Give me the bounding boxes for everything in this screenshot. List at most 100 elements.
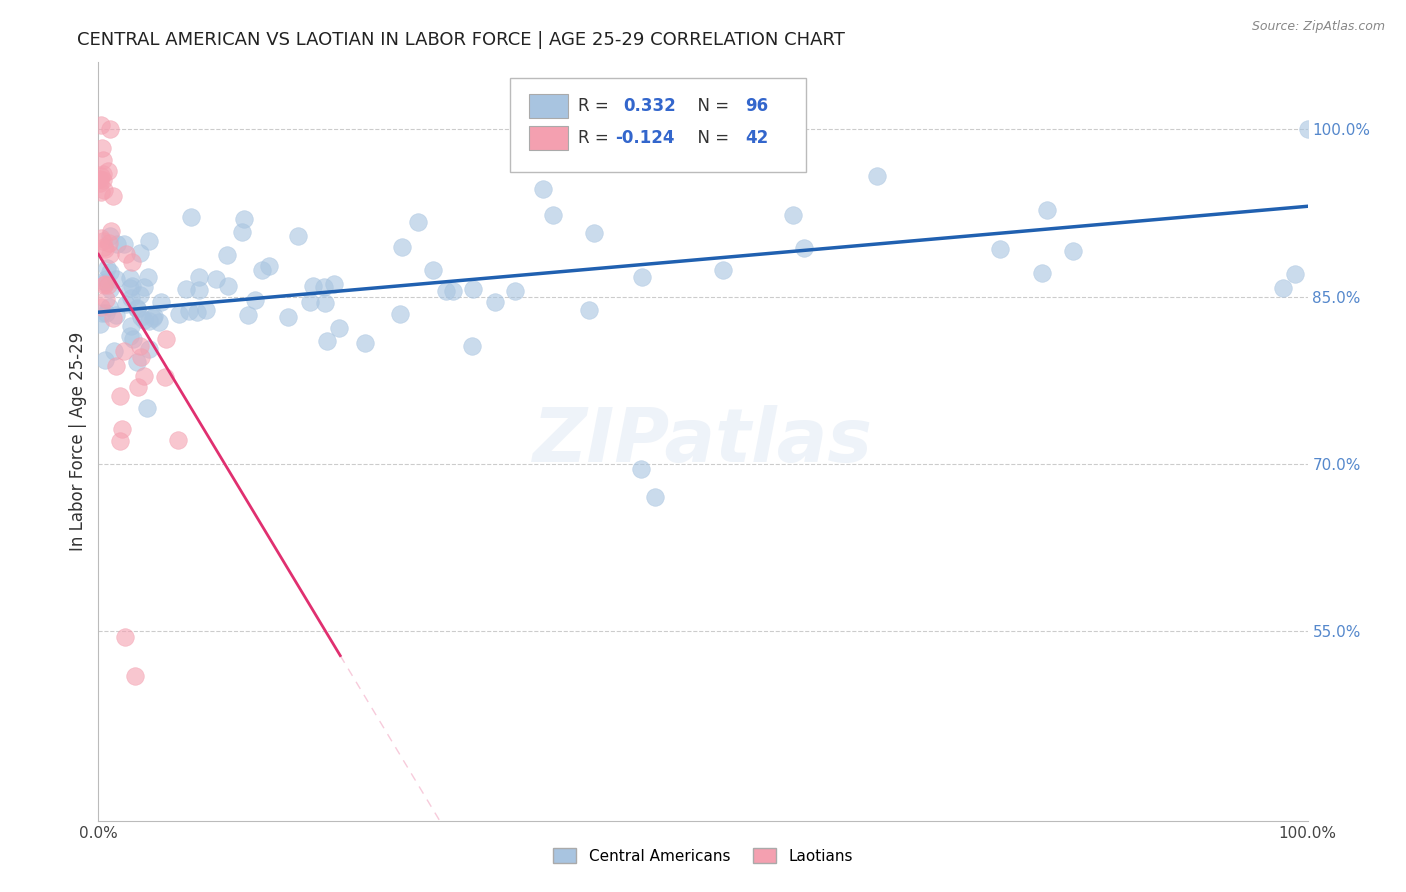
Point bbox=[408, 215, 430, 229]
Point bbox=[1036, 202, 1059, 217]
Point bbox=[98, 246, 121, 260]
Point bbox=[94, 292, 117, 306]
Point bbox=[122, 332, 145, 346]
Point bbox=[129, 350, 152, 364]
Point bbox=[121, 255, 143, 269]
Point bbox=[259, 259, 281, 273]
Point bbox=[250, 263, 273, 277]
Point bbox=[314, 296, 336, 310]
Point bbox=[314, 280, 336, 294]
Point bbox=[90, 169, 112, 184]
Point bbox=[793, 241, 815, 255]
Point bbox=[277, 310, 299, 324]
Point bbox=[112, 344, 135, 359]
Point bbox=[103, 343, 125, 358]
Point bbox=[232, 211, 254, 226]
Point bbox=[541, 208, 564, 222]
Point bbox=[89, 176, 111, 190]
Text: R =: R = bbox=[578, 96, 614, 115]
Point bbox=[98, 121, 121, 136]
Point bbox=[180, 210, 202, 224]
Point bbox=[167, 307, 190, 321]
Point bbox=[127, 302, 149, 317]
Point bbox=[98, 301, 121, 315]
Text: ZIPatlas: ZIPatlas bbox=[533, 405, 873, 478]
Point bbox=[90, 118, 112, 132]
Point bbox=[97, 164, 120, 178]
Point bbox=[174, 282, 197, 296]
Text: 96: 96 bbox=[745, 96, 769, 115]
Point bbox=[328, 320, 350, 334]
Point bbox=[94, 353, 117, 368]
Point bbox=[93, 275, 115, 289]
Point bbox=[115, 247, 138, 261]
Point bbox=[91, 234, 114, 248]
Point bbox=[134, 279, 156, 293]
Point bbox=[129, 246, 152, 260]
Point bbox=[630, 462, 652, 476]
Point bbox=[121, 278, 143, 293]
Point bbox=[149, 294, 172, 309]
Point bbox=[866, 169, 889, 183]
Point bbox=[91, 173, 114, 187]
Point bbox=[316, 334, 339, 348]
Point bbox=[301, 279, 323, 293]
Point bbox=[94, 277, 117, 291]
FancyBboxPatch shape bbox=[529, 94, 568, 118]
Point bbox=[93, 277, 115, 292]
FancyBboxPatch shape bbox=[529, 126, 568, 151]
Point bbox=[299, 295, 322, 310]
Text: N =: N = bbox=[688, 96, 735, 115]
Point bbox=[105, 271, 128, 285]
Point bbox=[93, 184, 115, 198]
Point bbox=[441, 284, 464, 298]
Point bbox=[98, 228, 121, 243]
Point bbox=[112, 237, 135, 252]
Point bbox=[217, 248, 239, 262]
Point bbox=[1062, 244, 1084, 259]
Text: CENTRAL AMERICAN VS LAOTIAN IN LABOR FORCE | AGE 25-29 CORRELATION CHART: CENTRAL AMERICAN VS LAOTIAN IN LABOR FOR… bbox=[77, 31, 845, 49]
Point bbox=[245, 293, 267, 308]
Point bbox=[114, 297, 136, 311]
Point bbox=[90, 185, 112, 199]
Point bbox=[578, 303, 600, 318]
Point bbox=[124, 669, 146, 683]
Point bbox=[97, 236, 120, 251]
FancyBboxPatch shape bbox=[509, 78, 806, 172]
Point bbox=[108, 434, 131, 449]
Point bbox=[127, 380, 149, 394]
Point bbox=[90, 231, 112, 245]
Point bbox=[484, 295, 506, 310]
Point bbox=[422, 263, 444, 277]
Point bbox=[353, 336, 375, 351]
Point bbox=[101, 310, 124, 325]
Point bbox=[236, 308, 259, 322]
Point bbox=[782, 208, 804, 222]
Point bbox=[120, 291, 142, 305]
Point bbox=[142, 309, 165, 323]
Point bbox=[90, 141, 112, 155]
Point bbox=[179, 304, 201, 318]
Point bbox=[108, 389, 131, 403]
Point bbox=[153, 370, 176, 384]
Point bbox=[460, 339, 482, 353]
Point bbox=[111, 421, 134, 435]
Point bbox=[129, 287, 152, 301]
Point bbox=[104, 308, 127, 322]
Text: 0.332: 0.332 bbox=[623, 96, 676, 115]
Point bbox=[125, 355, 148, 369]
Point bbox=[434, 284, 457, 298]
Point bbox=[1296, 122, 1319, 136]
Point bbox=[90, 301, 112, 315]
Text: Source: ZipAtlas.com: Source: ZipAtlas.com bbox=[1251, 20, 1385, 33]
Point bbox=[155, 332, 177, 346]
Point bbox=[132, 313, 155, 327]
Point bbox=[90, 306, 112, 320]
Point bbox=[287, 228, 309, 243]
Point bbox=[120, 271, 142, 285]
Point bbox=[91, 167, 114, 181]
Point bbox=[94, 306, 117, 320]
Point bbox=[463, 282, 485, 296]
Point bbox=[136, 401, 159, 415]
Point bbox=[94, 271, 117, 285]
